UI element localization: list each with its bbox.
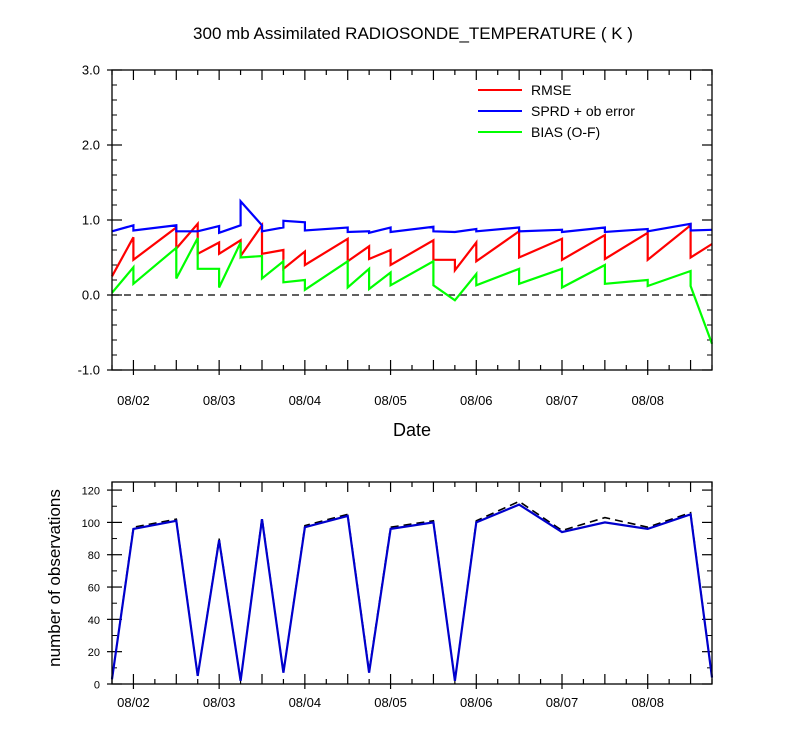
top-series-bias-o-f <box>111 237 714 345</box>
bottom-axes: 08/02 08/03 08/04 08/05 08/06 08/07 08/08 0 20 40… <box>82 482 713 710</box>
bottom-series-assimilated-observations <box>110 503 714 681</box>
top-x-tick-label: 08/06 <box>460 393 493 408</box>
bottom-x-tick-label: 08/06 <box>460 695 493 710</box>
top-x-tick-label: 08/04 <box>289 393 322 408</box>
top-x-tick-label: 08/03 <box>203 393 236 408</box>
bottom-series-possible-observations <box>111 500 713 681</box>
top-series-sprd-ob-error <box>111 198 713 235</box>
top-y-tick-label: 0.0 <box>82 288 100 303</box>
top-plot-frame <box>111 69 713 371</box>
bottom-x-tick-label: 08/04 <box>289 695 322 710</box>
bottom-x-tick-label: 08/05 <box>374 695 407 710</box>
legend: RMSE SPRD + ob error BIAS (O-F) <box>478 82 635 140</box>
top-y-tick-label: -1.0 <box>78 363 100 378</box>
legend-label-sprd: SPRD + ob error <box>531 103 635 119</box>
bottom-y-tick-label: 20 <box>88 647 100 659</box>
top-x-tick-label: 08/02 <box>117 393 150 408</box>
bottom-plot-frame <box>111 481 713 685</box>
top-axes: 08/02 08/03 08/04 08/05 08/06 08/07 08/08 -1.0 0… <box>78 63 713 408</box>
bottom-x-tick-label: 08/03 <box>203 695 236 710</box>
chart-title: 300 mb Assimilated RADIOSONDE_TEMPERATUR… <box>193 24 633 43</box>
bottom-y-tick-label: 40 <box>88 615 100 627</box>
bottom-y-tick-label: 0 <box>94 680 100 692</box>
top-y-tick-label: 1.0 <box>82 213 100 228</box>
legend-label-bias: BIAS (O-F) <box>531 124 600 140</box>
bottom-y-tick-label: 100 <box>82 518 100 530</box>
bottom-x-tick-label: 08/08 <box>631 695 664 710</box>
bottom-x-tick-label: 08/02 <box>117 695 150 710</box>
top-x-tick-label: 08/08 <box>631 393 664 408</box>
x-axis-label: Date <box>393 420 431 440</box>
top-y-tick-label: 3.0 <box>82 63 100 78</box>
top-x-tick-label: 08/07 <box>546 393 579 408</box>
bottom-y-tick-label: 80 <box>88 550 100 562</box>
top-y-tick-label: 2.0 <box>82 138 100 153</box>
top-x-tick-label: 08/05 <box>374 393 407 408</box>
bottom-series-group <box>110 500 714 681</box>
bottom-y-tick-label: 120 <box>82 486 100 498</box>
y-axis-label-observations: number of observations <box>45 489 64 667</box>
top-series-group <box>111 198 714 345</box>
legend-label-rmse: RMSE <box>531 82 571 98</box>
bottom-x-tick-label: 08/07 <box>546 695 579 710</box>
bottom-y-tick-label: 60 <box>88 583 100 595</box>
